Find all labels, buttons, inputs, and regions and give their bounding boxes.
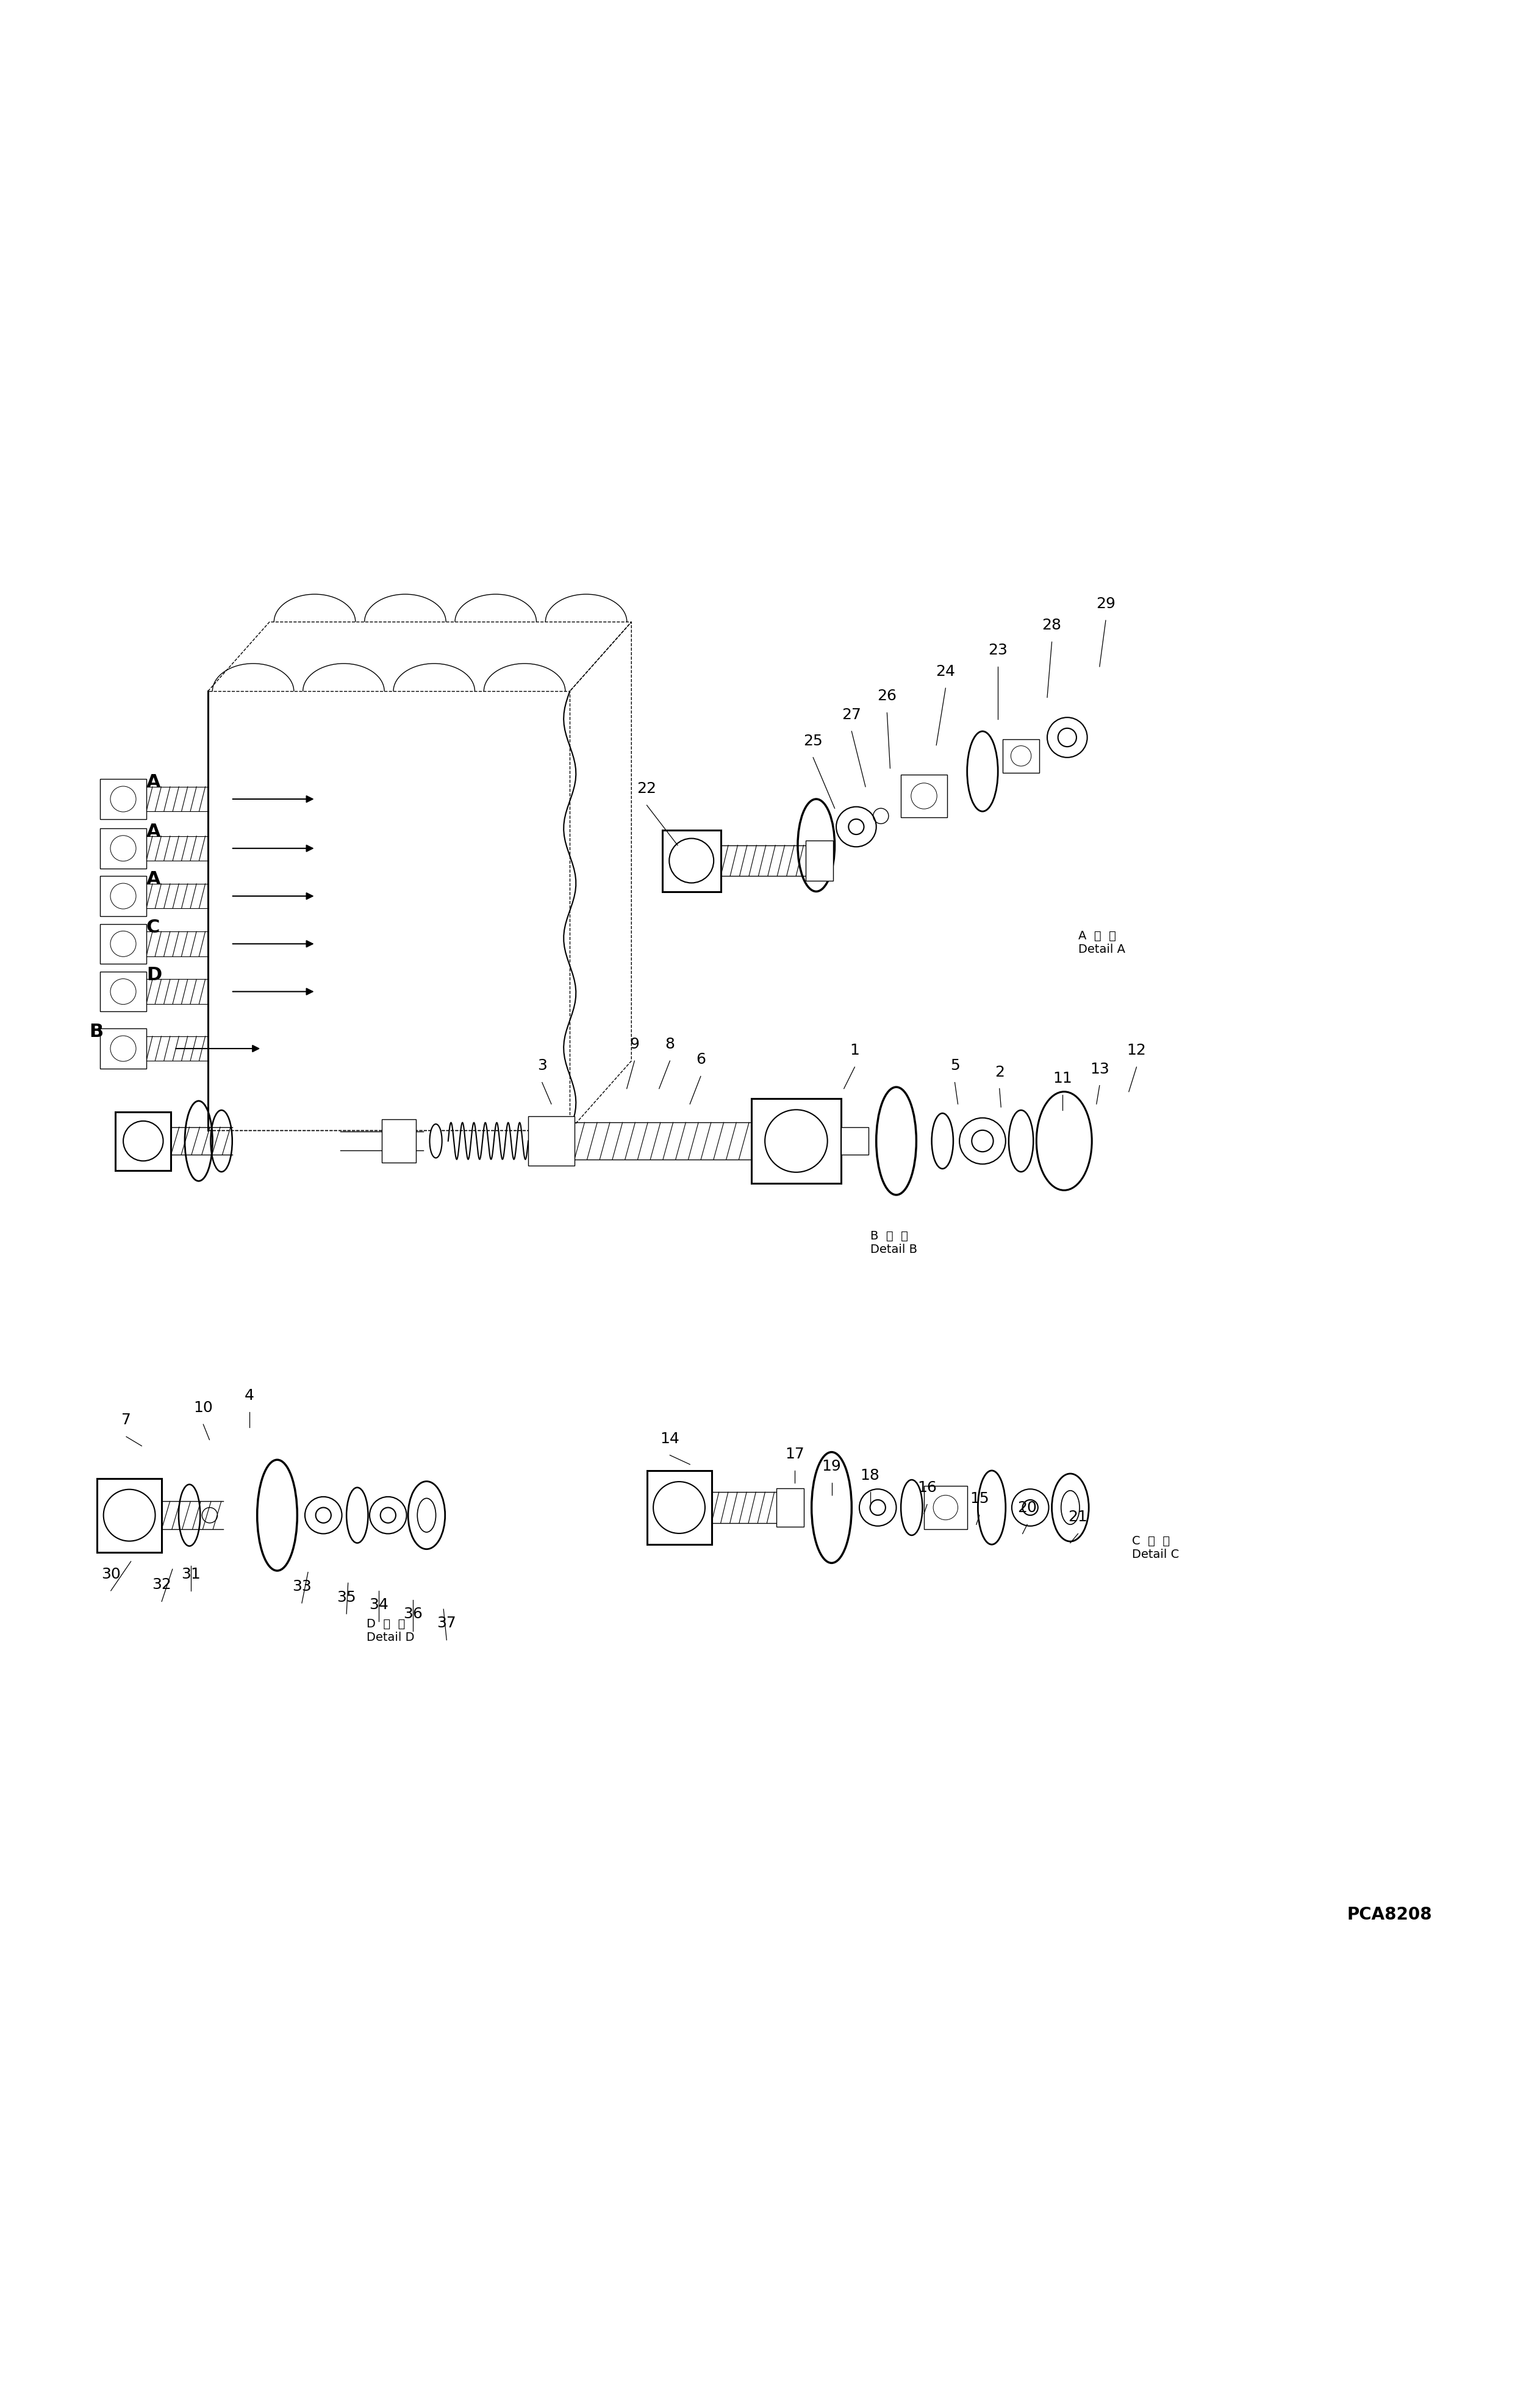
Text: A: A: [146, 823, 160, 840]
Circle shape: [1012, 1490, 1049, 1526]
Bar: [752, 1099, 841, 1183]
Bar: [805, 840, 833, 880]
Text: 14: 14: [661, 1432, 679, 1447]
Circle shape: [111, 1036, 136, 1060]
Circle shape: [933, 1495, 958, 1521]
Bar: [841, 1128, 869, 1154]
Circle shape: [870, 1499, 885, 1516]
Text: 13: 13: [1090, 1063, 1109, 1077]
Text: 10: 10: [194, 1401, 213, 1415]
Circle shape: [859, 1490, 896, 1526]
Circle shape: [1047, 717, 1087, 758]
Circle shape: [111, 835, 136, 861]
Bar: [528, 1116, 574, 1166]
Text: 37: 37: [437, 1617, 456, 1631]
Circle shape: [765, 1111, 827, 1173]
Circle shape: [123, 1120, 163, 1161]
Text: D: D: [146, 967, 162, 984]
Text: PCA8208: PCA8208: [1348, 1907, 1432, 1924]
Text: 5: 5: [950, 1058, 959, 1072]
Text: 22: 22: [638, 782, 656, 796]
Circle shape: [670, 837, 713, 883]
Bar: [116, 1111, 171, 1171]
Text: A: A: [146, 871, 160, 888]
Text: C  詳  細
Detail C: C 詳 細 Detail C: [1132, 1535, 1180, 1559]
Circle shape: [972, 1130, 993, 1152]
Text: 8: 8: [665, 1036, 675, 1051]
Text: B  詳  細
Detail B: B 詳 細 Detail B: [870, 1231, 916, 1255]
Bar: [662, 830, 721, 892]
Bar: [776, 1487, 804, 1526]
Circle shape: [1023, 1499, 1038, 1516]
Text: A  詳  細
Detail A: A 詳 細 Detail A: [1078, 931, 1124, 955]
Bar: [901, 775, 947, 818]
Text: 34: 34: [370, 1598, 388, 1612]
Circle shape: [103, 1490, 156, 1540]
Text: 16: 16: [918, 1480, 936, 1495]
Text: 21: 21: [1069, 1509, 1087, 1523]
Circle shape: [1058, 729, 1076, 746]
Bar: [100, 780, 146, 818]
Text: 29: 29: [1096, 597, 1115, 612]
Text: 31: 31: [182, 1567, 200, 1581]
Circle shape: [305, 1497, 342, 1533]
Circle shape: [316, 1507, 331, 1523]
Circle shape: [370, 1497, 407, 1533]
Text: 33: 33: [293, 1579, 311, 1593]
Text: 19: 19: [822, 1459, 841, 1473]
Circle shape: [849, 818, 864, 835]
Bar: [97, 1478, 162, 1552]
Text: 27: 27: [842, 708, 861, 722]
Bar: [382, 1120, 416, 1164]
Ellipse shape: [430, 1125, 442, 1159]
Text: 23: 23: [989, 643, 1007, 657]
Bar: [100, 924, 146, 964]
Circle shape: [111, 883, 136, 909]
Bar: [924, 1485, 967, 1528]
Text: 20: 20: [1018, 1502, 1036, 1516]
Text: 3: 3: [537, 1058, 547, 1072]
Text: 30: 30: [102, 1567, 120, 1581]
Text: 12: 12: [1127, 1044, 1146, 1058]
Text: B: B: [89, 1024, 103, 1041]
Bar: [100, 972, 146, 1012]
Text: 7: 7: [122, 1413, 131, 1427]
Circle shape: [1010, 746, 1032, 765]
Text: 11: 11: [1053, 1070, 1072, 1084]
Text: 1: 1: [850, 1044, 859, 1058]
Text: 18: 18: [861, 1468, 879, 1483]
Bar: [100, 876, 146, 916]
Circle shape: [111, 979, 136, 1005]
Bar: [647, 1471, 711, 1545]
Bar: [1003, 739, 1040, 772]
Bar: [100, 1029, 146, 1068]
Text: 24: 24: [936, 665, 955, 679]
Circle shape: [111, 787, 136, 811]
Text: 15: 15: [970, 1492, 989, 1507]
Text: 4: 4: [245, 1389, 254, 1403]
Circle shape: [912, 782, 936, 808]
Text: 25: 25: [804, 734, 822, 748]
Bar: [100, 828, 146, 868]
Text: 9: 9: [630, 1036, 639, 1051]
Circle shape: [111, 931, 136, 957]
Text: 32: 32: [152, 1579, 171, 1593]
Text: D  詳  細
Detail D: D 詳 細 Detail D: [367, 1619, 414, 1643]
Text: 36: 36: [403, 1607, 422, 1622]
Text: 26: 26: [878, 689, 896, 703]
Text: 17: 17: [785, 1447, 804, 1461]
Circle shape: [959, 1118, 1006, 1164]
Text: C: C: [146, 919, 160, 936]
Circle shape: [380, 1507, 396, 1523]
Circle shape: [836, 806, 876, 847]
Text: 28: 28: [1043, 619, 1061, 633]
Text: 6: 6: [696, 1053, 705, 1068]
Text: 35: 35: [337, 1591, 356, 1605]
Text: 2: 2: [995, 1065, 1004, 1080]
Circle shape: [653, 1483, 705, 1533]
Text: A: A: [146, 772, 160, 792]
